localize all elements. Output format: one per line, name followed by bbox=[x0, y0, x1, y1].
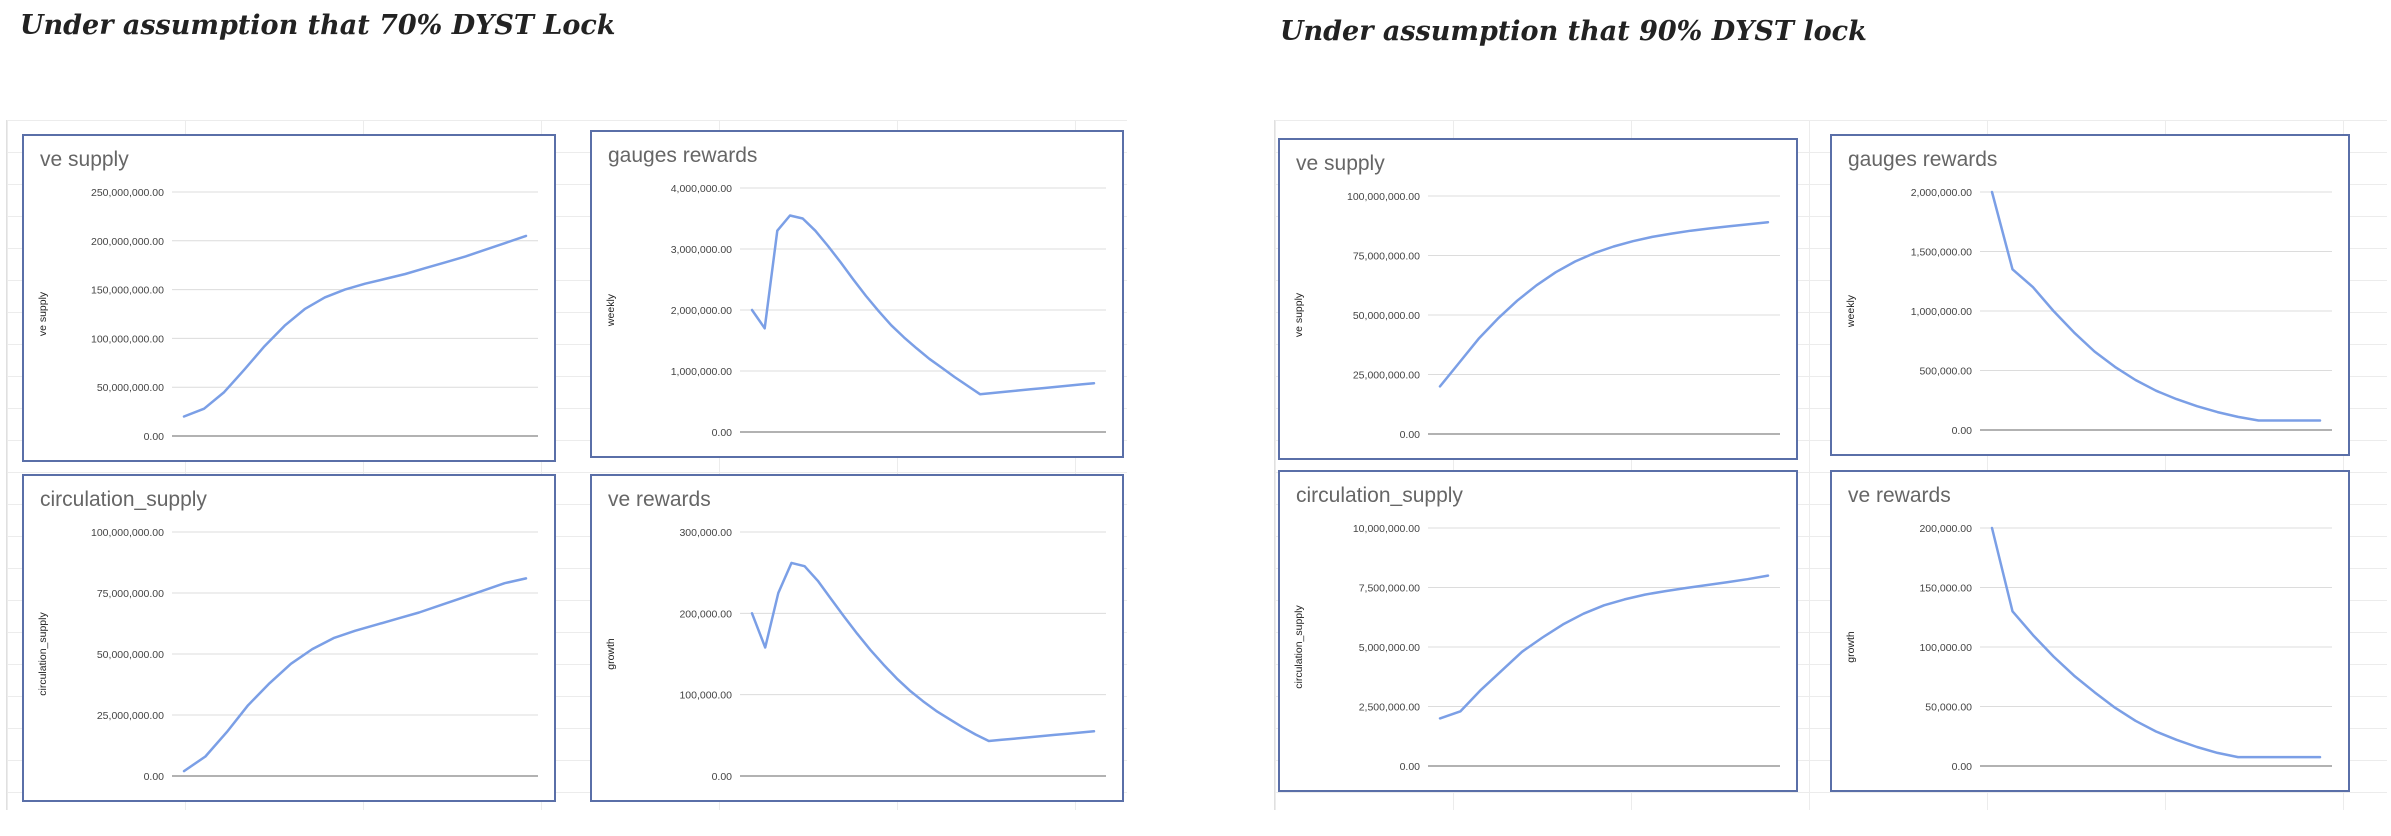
y-tick-label: 10,000,000.00 bbox=[1353, 523, 1420, 535]
series-line bbox=[750, 214, 1096, 396]
y-tick-label: 0.00 bbox=[712, 771, 733, 783]
y-tick-label: 4,000,000.00 bbox=[671, 183, 732, 195]
chart-title: gauges rewards bbox=[1848, 148, 1998, 171]
y-tick-label: 100,000.00 bbox=[1919, 642, 1972, 654]
chart-title: gauges rewards bbox=[608, 144, 758, 167]
chart-plot: 0.00 1,000,000.00 2,000,000.00 3,000,000.00… bbox=[605, 183, 1106, 439]
series-line bbox=[182, 577, 528, 773]
series-line bbox=[1990, 526, 2322, 759]
y-tick-label: 0.00 bbox=[144, 431, 165, 443]
y-tick-label: 200,000.00 bbox=[1919, 523, 1972, 535]
chart-plot: 0.00 25,000,000.00 50,000,000.00 75,000,000… bbox=[1293, 191, 1780, 441]
y-axis-label: circulation_supply bbox=[1293, 605, 1305, 689]
series-line bbox=[1990, 190, 2322, 422]
chart-ve-rewards-90[interactable]: ve rewards 0.00 50,000.00 100,000.00 150,00… bbox=[1830, 470, 2350, 792]
chart-title: ve supply bbox=[1296, 152, 1385, 175]
y-tick-label: 0.00 bbox=[1400, 761, 1421, 773]
y-tick-label: 0.00 bbox=[1952, 425, 1973, 437]
y-tick-label: 200,000,000.00 bbox=[91, 236, 164, 248]
y-tick-label: 50,000.00 bbox=[1925, 702, 1972, 714]
y-tick-label: 75,000,000.00 bbox=[97, 588, 164, 600]
chart-ve-supply-90[interactable]: ve supply 0.00 25,000,000.00 50,000,000.00… bbox=[1278, 138, 1798, 460]
y-tick-label: 50,000,000.00 bbox=[97, 649, 164, 661]
y-tick-label: 0.00 bbox=[144, 771, 165, 783]
y-axis-label: growth bbox=[1845, 631, 1857, 663]
y-tick-label: 1,000,000.00 bbox=[671, 366, 732, 378]
scenario-heading-90: Under assumption that 90% DYST lock bbox=[1280, 16, 1867, 47]
y-tick-label: 500,000.00 bbox=[1919, 366, 1972, 378]
chart-plot: 0.00 500,000.00 1,000,000.00 1,500,000.00 2,… bbox=[1845, 187, 2332, 437]
y-tick-label: 2,000,000.00 bbox=[1911, 187, 1972, 199]
chart-title: ve rewards bbox=[1848, 484, 1951, 507]
y-tick-label: 100,000.00 bbox=[679, 690, 732, 702]
y-tick-label: 0.00 bbox=[712, 427, 733, 439]
y-tick-label: 100,000,000.00 bbox=[1347, 191, 1420, 203]
chart-ve-rewards-70[interactable]: ve rewards 0.00 100,000.00 200,000.00 300,0… bbox=[590, 474, 1124, 802]
chart-circulation-supply-90[interactable]: circulation_supply 0.00 2,500,000.00 5,000… bbox=[1278, 470, 1798, 792]
chart-title: ve supply bbox=[40, 148, 129, 171]
chart-ve-supply-70[interactable]: ve supply 0.00 50,000,000.00 100,000,000.0… bbox=[22, 134, 556, 462]
y-axis-label: weekly bbox=[1845, 294, 1857, 328]
y-axis-label: ve supply bbox=[37, 291, 49, 336]
y-tick-label: 2,500,000.00 bbox=[1359, 702, 1420, 714]
y-tick-label: 3,000,000.00 bbox=[671, 244, 732, 256]
chart-title: circulation_supply bbox=[1296, 484, 1463, 507]
y-tick-label: 50,000,000.00 bbox=[97, 382, 164, 394]
series-line bbox=[1438, 574, 1770, 720]
y-tick-label: 200,000.00 bbox=[679, 608, 732, 620]
y-tick-label: 300,000.00 bbox=[679, 527, 732, 539]
y-tick-label: 0.00 bbox=[1400, 429, 1421, 441]
y-tick-label: 50,000,000.00 bbox=[1353, 310, 1420, 322]
chart-plot: 0.00 50,000.00 100,000.00 150,000.00 200,000… bbox=[1845, 523, 2332, 773]
y-axis-label: circulation_supply bbox=[37, 612, 49, 696]
chart-plot: 0.00 2,500,000.00 5,000,000.00 7,500,000.00… bbox=[1293, 523, 1780, 773]
y-tick-label: 25,000,000.00 bbox=[97, 710, 164, 722]
y-tick-label: 100,000,000.00 bbox=[91, 527, 164, 539]
y-tick-label: 5,000,000.00 bbox=[1359, 642, 1420, 654]
chart-circulation-supply-70[interactable]: circulation_supply 0.00 25,000,000.00 50,0… bbox=[22, 474, 556, 802]
series-line bbox=[182, 234, 528, 418]
y-tick-label: 75,000,000.00 bbox=[1353, 251, 1420, 263]
y-tick-label: 25,000,000.00 bbox=[1353, 370, 1420, 382]
series-line bbox=[1438, 220, 1770, 388]
chart-plot: 0.00 50,000,000.00 100,000,000.00 150,000,0… bbox=[37, 187, 538, 443]
chart-title: circulation_supply bbox=[40, 488, 207, 511]
y-tick-label: 150,000.00 bbox=[1919, 583, 1972, 595]
chart-gauges-rewards-90[interactable]: gauges rewards 0.00 500,000.00 1,000,000.0… bbox=[1830, 134, 2350, 456]
y-axis-label: ve supply bbox=[1293, 292, 1305, 337]
chart-plot: 0.00 100,000.00 200,000.00 300,000.00 growth bbox=[605, 527, 1106, 783]
y-tick-label: 2,000,000.00 bbox=[671, 305, 732, 317]
y-tick-label: 1,000,000.00 bbox=[1911, 306, 1972, 318]
scenario-heading-70: Under assumption that 70% DYST Lock bbox=[20, 10, 616, 41]
chart-gauges-rewards-70[interactable]: gauges rewards 0.00 1,000,000.00 2,000,000… bbox=[590, 130, 1124, 458]
y-tick-label: 1,500,000.00 bbox=[1911, 247, 1972, 259]
y-tick-label: 7,500,000.00 bbox=[1359, 583, 1420, 595]
y-axis-label: weekly bbox=[605, 293, 617, 327]
y-tick-label: 150,000,000.00 bbox=[91, 285, 164, 297]
chart-title: ve rewards bbox=[608, 488, 711, 511]
chart-plot: 0.00 25,000,000.00 50,000,000.00 75,000,000… bbox=[37, 527, 538, 783]
y-axis-label: growth bbox=[605, 638, 617, 670]
series-line bbox=[750, 561, 1096, 743]
y-tick-label: 100,000,000.00 bbox=[91, 333, 164, 345]
y-tick-label: 250,000,000.00 bbox=[91, 187, 164, 199]
y-tick-label: 0.00 bbox=[1952, 761, 1973, 773]
